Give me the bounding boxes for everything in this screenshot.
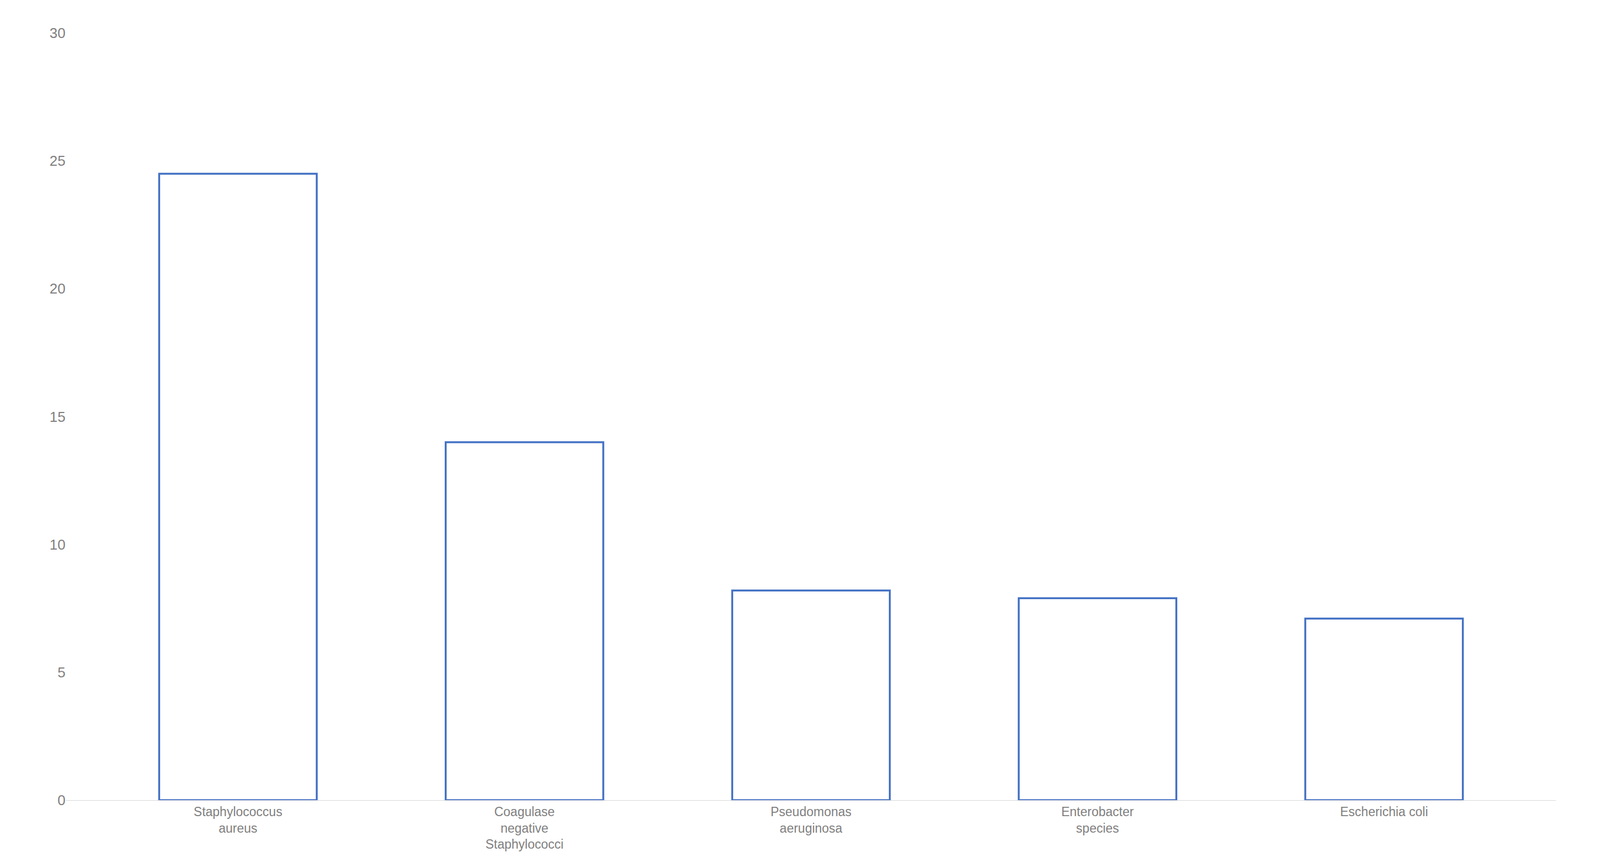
svg-text:Escherichia coli: Escherichia coli (1340, 804, 1429, 819)
svg-text:10: 10 (49, 536, 66, 553)
svg-text:Staphylococcusaureus: Staphylococcusaureus (193, 804, 283, 835)
svg-text:25: 25 (49, 152, 66, 169)
svg-text:15: 15 (49, 408, 66, 425)
svg-text:5: 5 (57, 663, 66, 681)
svg-text:Pseudomonasaeruginosa: Pseudomonasaeruginosa (770, 804, 852, 835)
svg-text:CoagulasenegativeStaphylococci: CoagulasenegativeStaphylococci (485, 804, 564, 852)
svg-text:0: 0 (57, 791, 66, 808)
svg-text:20: 20 (49, 280, 66, 297)
svg-text:Enterobacterspecies: Enterobacterspecies (1061, 804, 1134, 835)
svg-text:30: 30 (49, 24, 66, 42)
